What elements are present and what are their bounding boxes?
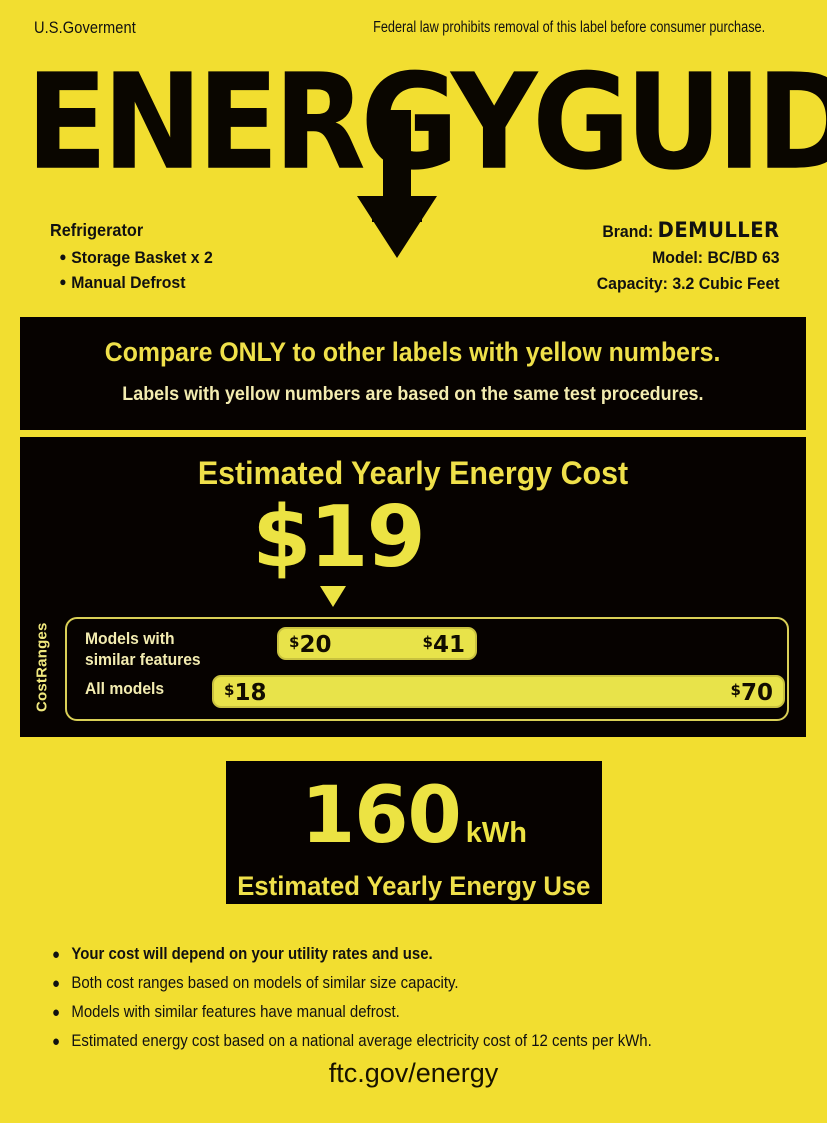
cost-position-marker-icon [320, 586, 346, 607]
compare-headline: Compare ONLY to other labels with yellow… [105, 337, 721, 367]
footnote-text: Your cost will depend on your utility ra… [71, 944, 433, 963]
model-label: Model: [652, 248, 704, 267]
capacity-value: 3.2 Cubic Feet [672, 274, 780, 293]
energy-use-value-row: 160 kWh [226, 774, 602, 875]
footnote-item: ● Models with similar features have manua… [52, 1002, 703, 1022]
ftc-url[interactable]: ftc.gov/energy [328, 1058, 499, 1088]
product-type: Refrigerator [50, 220, 144, 240]
similar-models-high-value: 41 [432, 632, 465, 658]
cost-heading: Estimated Yearly Energy Cost [197, 455, 629, 491]
bullet-icon: ● [52, 1033, 60, 1050]
capacity-label: Capacity: [597, 274, 669, 293]
similar-models-high: $41 [423, 632, 465, 658]
brand-label: Brand: [602, 222, 654, 241]
compare-subtext: Labels with yellow numbers are based on … [122, 383, 704, 405]
footnote-text: Both cost ranges based on models of simi… [71, 973, 459, 992]
model-row: Model: BC/BD 63 [597, 248, 780, 268]
currency-symbol: $ [289, 633, 300, 651]
cost-ranges-label: CostRanges [33, 622, 51, 712]
product-feature-label: Storage Basket x 2 [71, 248, 213, 267]
cost-panel: Estimated Yearly Energy Cost $19 CostRan… [20, 437, 806, 737]
all-models-low: $18 [224, 680, 266, 706]
estimated-cost-value: $19 [252, 488, 425, 587]
energy-use-caption: Estimated Yearly Energy Use [237, 871, 591, 901]
currency-symbol: $ [224, 681, 235, 699]
model-value: BC/BD 63 [707, 248, 780, 267]
footnote-item: ● Your cost will depend on your utility r… [52, 944, 703, 964]
similar-models-low: $20 [289, 632, 331, 658]
similar-models-range-bar: $20 $41 [277, 627, 477, 660]
all-models-low-value: 18 [234, 680, 267, 706]
bullet-icon: ● [52, 975, 60, 992]
currency-symbol: $ [422, 633, 433, 651]
product-feature: ● Storage Basket x 2 [59, 248, 212, 268]
footnote-item: ● Both cost ranges based on models of sim… [52, 973, 703, 993]
brand-row: Brand: DEMULLER [597, 218, 780, 242]
energy-use-box: 160 kWh Estimated Yearly Energy Use [226, 761, 602, 904]
footnotes: ● Your cost will depend on your utility r… [52, 944, 792, 1060]
compare-banner: Compare ONLY to other labels with yellow… [20, 317, 806, 430]
footnote-text: Models with similar features have manual… [71, 1002, 400, 1021]
bullet-icon: ● [59, 249, 67, 264]
similar-models-label-line1: Models with [85, 629, 175, 648]
government-text: U.S.Goverment [34, 18, 136, 37]
similar-models-low-value: 20 [299, 632, 332, 658]
similar-models-label-line2: similar features [85, 650, 201, 669]
bullet-icon: ● [59, 274, 67, 289]
product-feature-label: Manual Defrost [71, 273, 186, 292]
product-feature: ● Manual Defrost [59, 273, 212, 293]
footnote-text: Estimated energy cost based on a nationa… [71, 1031, 652, 1050]
all-models-high-value: 70 [740, 680, 773, 706]
header-row: U.S.Goverment Federal law prohibits remo… [0, 18, 827, 44]
all-models-range-bar: $18 $70 [212, 675, 785, 708]
all-models-high: $70 [731, 680, 773, 706]
energy-use-unit: kWh [465, 817, 528, 849]
similar-models-label: Models with similar features [85, 628, 201, 670]
cost-ranges-box: Models with similar features All models … [65, 617, 789, 721]
product-info: Refrigerator ● Storage Basket x 2 ● Manual… [50, 220, 213, 298]
bullet-icon: ● [52, 1004, 60, 1021]
estimated-cost-amount: $19 [20, 495, 806, 580]
brand-value: DEMULLER [658, 218, 780, 242]
energyguide-wordmark: ENERGYGUIDE [26, 45, 827, 200]
all-models-label: All models [85, 679, 165, 698]
brand-info: Brand: DEMULLER Model: BC/BD 63 Capacity… [597, 218, 780, 300]
footnote-item: ● Estimated energy cost based on a nation… [52, 1031, 703, 1051]
bullet-icon: ● [52, 946, 60, 963]
capacity-row: Capacity: 3.2 Cubic Feet [597, 274, 780, 294]
energy-use-value: 160 [300, 771, 462, 861]
down-arrow-head-icon [357, 196, 437, 258]
currency-symbol: $ [730, 681, 741, 699]
federal-law-notice: Federal law prohibits removal of this la… [372, 19, 765, 36]
